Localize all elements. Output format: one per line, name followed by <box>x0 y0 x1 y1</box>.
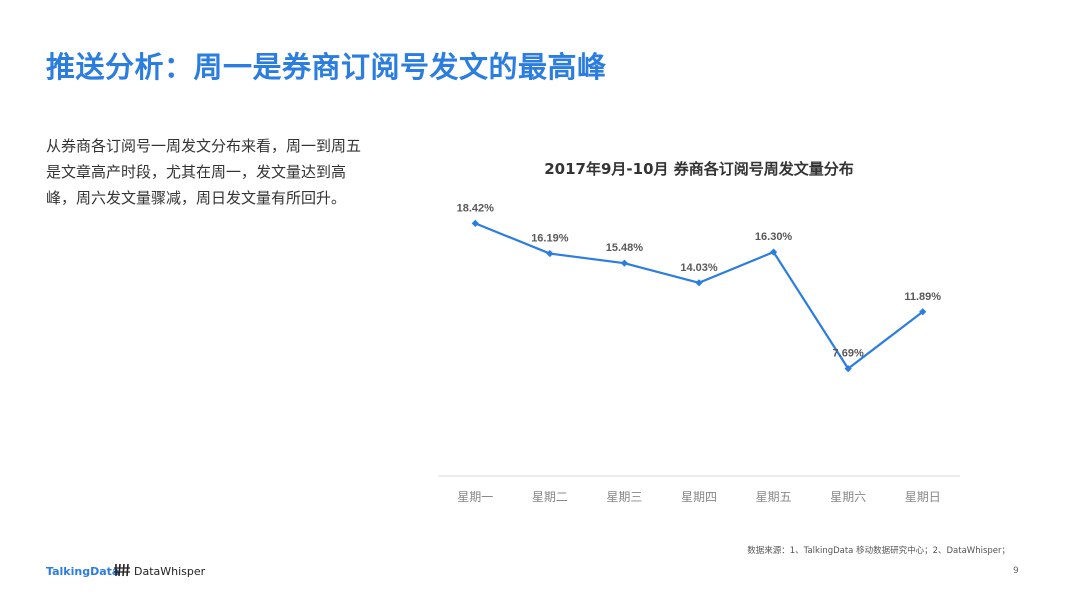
data-label: 15.48% <box>606 242 644 254</box>
data-point-marker <box>919 308 927 316</box>
source-note: 数据来源：1、TalkingData 移动数据研究中心；2、DataWhispe… <box>747 546 1010 556</box>
x-tick-label: 星期四 <box>681 490 717 504</box>
data-label: 16.19% <box>531 233 569 245</box>
data-point-marker <box>620 259 629 267</box>
data-label: 14.03% <box>680 262 718 274</box>
data-label: 11.89% <box>904 291 941 303</box>
x-tick-label: 星期五 <box>756 490 792 504</box>
data-point-marker <box>769 248 778 256</box>
data-point-marker <box>695 279 703 287</box>
x-tick-label: 星期日 <box>905 490 941 504</box>
x-tick-label: 星期三 <box>606 490 642 504</box>
slide-description: 从券商各订阅号一周发文分布来看，周一到周五是文章高产时段，尤其在周一，发文量达到… <box>46 137 362 207</box>
talkingdata-logo: TalkingData <box>46 565 120 578</box>
data-label: 16.30% <box>755 231 793 243</box>
datawhisper-logo: DataWhisper <box>134 565 206 578</box>
page-number: 9 <box>1013 566 1019 576</box>
data-label: 7.69% <box>833 348 864 360</box>
slide-title: 推送分析：周一是券商订阅号发文的最高峰 <box>46 50 607 84</box>
datawhisper-logo-icon <box>114 563 130 577</box>
x-tick-label: 星期二 <box>532 490 568 504</box>
x-tick-label: 星期六 <box>830 490 866 504</box>
data-label: 18.42% <box>457 202 495 214</box>
data-point-marker <box>844 364 852 373</box>
chart-title: 2017年9月-10月 券商各订阅号周发文量分布 <box>544 160 854 178</box>
x-tick-label: 星期一 <box>457 490 493 504</box>
data-point-marker <box>546 249 554 258</box>
data-point-marker <box>471 219 479 227</box>
